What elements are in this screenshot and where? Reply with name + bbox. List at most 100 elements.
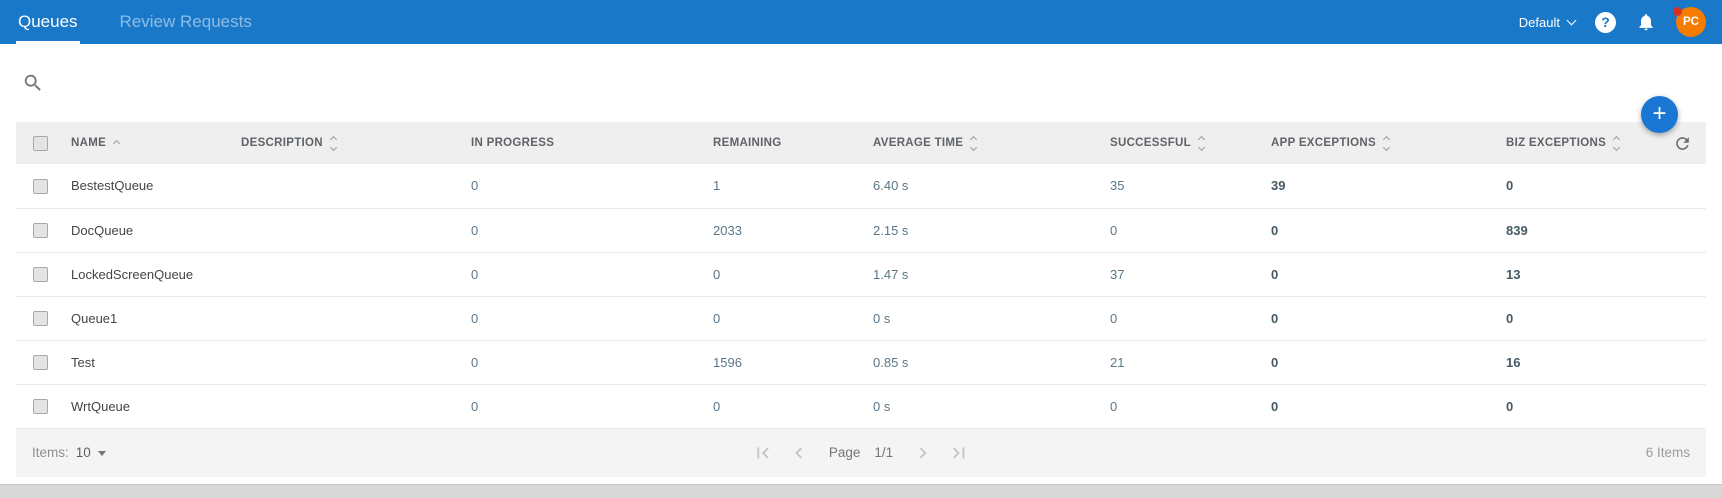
cell-successful: 21 — [1102, 340, 1263, 385]
cell-successful: 0 — [1102, 296, 1263, 341]
tab-review-requests[interactable]: Review Requests — [118, 0, 254, 44]
row-checkbox-cell — [16, 296, 63, 341]
cell-description — [233, 384, 463, 429]
queues-table-container: + NAME DESCRIPTION IN PROGRESS — [16, 96, 1706, 477]
next-page-button[interactable] — [907, 437, 939, 469]
cell-remaining: 0 — [705, 384, 865, 429]
cell-name[interactable]: Queue1 — [63, 296, 233, 341]
row-checkbox[interactable] — [33, 178, 48, 194]
cell-biz-exceptions: 839 — [1498, 208, 1650, 253]
tenant-label: Default — [1518, 14, 1560, 30]
cell-biz-exceptions: 16 — [1498, 340, 1650, 385]
last-page-icon — [953, 447, 965, 458]
column-header-average-time[interactable]: AVERAGE TIME — [865, 122, 1102, 164]
column-header-label: REMAINING — [713, 137, 782, 149]
table-row[interactable]: BestestQueue 0 1 6.40 s 35 39 0 — [16, 164, 1706, 209]
table-row[interactable]: DocQueue 0 2033 2.15 s 0 0 839 — [16, 208, 1706, 253]
table-row[interactable]: Test 0 1596 0.85 s 21 0 16 — [16, 340, 1706, 385]
row-checkbox-cell — [16, 340, 63, 385]
sort-icon — [970, 135, 978, 151]
column-header-successful[interactable]: SUCCESSFUL — [1102, 122, 1263, 164]
cell-end-spacer — [1650, 384, 1706, 429]
notifications-icon[interactable] — [1636, 12, 1656, 32]
column-header-remaining[interactable]: REMAINING — [705, 122, 865, 164]
add-queue-button[interactable]: + — [1641, 96, 1678, 133]
refresh-icon[interactable] — [1673, 134, 1692, 153]
cell-average-time: 6.40 s — [865, 164, 1102, 209]
cell-app-exceptions: 0 — [1263, 208, 1498, 253]
cell-app-exceptions: 0 — [1263, 252, 1498, 297]
cell-in-progress: 0 — [463, 252, 705, 297]
plus-icon: + — [1652, 99, 1667, 127]
column-header-description[interactable]: DESCRIPTION — [233, 122, 463, 164]
cell-name[interactable]: Test — [63, 340, 233, 385]
sort-icon — [1382, 135, 1391, 151]
column-header-name[interactable]: NAME — [63, 122, 233, 164]
cell-description — [233, 252, 463, 297]
column-header-label: AVERAGE TIME — [873, 137, 964, 149]
column-header-app-exceptions[interactable]: APP EXCEPTIONS — [1263, 122, 1498, 164]
row-checkbox[interactable] — [33, 355, 48, 371]
table-row[interactable]: Queue1 0 0 0 s 0 0 0 — [16, 296, 1706, 341]
cell-end-spacer — [1650, 164, 1706, 209]
last-page-button[interactable] — [943, 437, 975, 469]
cell-name[interactable]: BestestQueue — [63, 164, 233, 209]
column-header-label: SUCCESSFUL — [1110, 137, 1191, 149]
avatar-initials: PC — [1683, 16, 1699, 28]
select-all-checkbox[interactable] — [33, 135, 48, 151]
row-checkbox-cell — [16, 384, 63, 429]
row-checkbox[interactable] — [33, 399, 48, 415]
row-checkbox[interactable] — [33, 223, 48, 239]
queues-page: Queues Review Requests Default ? PC — [0, 0, 1722, 484]
column-header-in-progress[interactable]: IN PROGRESS — [463, 122, 705, 164]
first-page-button[interactable] — [747, 437, 779, 469]
tenant-selector[interactable]: Default — [1518, 14, 1577, 30]
cell-biz-exceptions: 13 — [1498, 252, 1650, 297]
cell-average-time: 0 s — [865, 384, 1102, 429]
help-icon[interactable]: ? — [1595, 11, 1616, 33]
search-icon[interactable] — [22, 72, 44, 94]
page-indicator: Page 1/1 — [829, 445, 893, 460]
cell-in-progress: 0 — [463, 208, 705, 253]
page-label: Page — [828, 445, 861, 460]
tab-review-requests-label: Review Requests — [119, 12, 252, 31]
tab-queues-label: Queues — [18, 12, 78, 31]
caret-down-icon — [97, 451, 106, 456]
search-bar — [0, 44, 1722, 122]
table-body: BestestQueue 0 1 6.40 s 35 39 0 DocQueue… — [16, 164, 1706, 429]
tab-queues[interactable]: Queues — [16, 0, 80, 44]
cell-name[interactable]: DocQueue — [63, 208, 233, 253]
cell-app-exceptions: 0 — [1263, 296, 1498, 341]
cell-description — [233, 296, 463, 341]
cell-app-exceptions: 39 — [1263, 164, 1498, 209]
prev-page-button[interactable] — [783, 437, 815, 469]
first-page-icon — [757, 447, 769, 458]
table-row[interactable]: LockedScreenQueue 0 0 1.47 s 37 0 13 — [16, 252, 1706, 297]
cell-app-exceptions: 0 — [1263, 384, 1498, 429]
page-size-selector[interactable]: Items: 10 — [32, 445, 106, 460]
page-value: 1/1 — [874, 445, 894, 460]
row-checkbox[interactable] — [33, 267, 48, 283]
topbar-actions: Default ? PC — [1519, 0, 1706, 44]
cell-remaining: 2033 — [705, 208, 865, 253]
column-header-label: APP EXCEPTIONS — [1271, 137, 1376, 149]
table-row[interactable]: WrtQueue 0 0 0 s 0 0 0 — [16, 384, 1706, 429]
items-label: Items: — [32, 445, 69, 460]
notification-badge — [1673, 7, 1682, 16]
column-header-label: BIZ EXCEPTIONS — [1506, 137, 1607, 149]
column-header-biz-exceptions[interactable]: BIZ EXCEPTIONS — [1498, 122, 1650, 164]
cell-biz-exceptions: 0 — [1498, 384, 1650, 429]
cell-name[interactable]: LockedScreenQueue — [63, 252, 233, 297]
chevron-left-icon — [795, 447, 802, 458]
avatar[interactable]: PC — [1673, 7, 1706, 37]
sort-icon — [329, 135, 337, 151]
column-header-label: DESCRIPTION — [241, 137, 323, 149]
cell-successful: 0 — [1102, 384, 1263, 429]
row-checkbox-cell — [16, 252, 63, 297]
nav-tabs: Queues Review Requests — [16, 0, 254, 44]
row-checkbox[interactable] — [33, 311, 48, 327]
cell-description — [233, 208, 463, 253]
cell-successful: 35 — [1102, 164, 1263, 209]
cell-name[interactable]: WrtQueue — [63, 384, 233, 429]
cell-average-time: 0 s — [865, 296, 1102, 341]
